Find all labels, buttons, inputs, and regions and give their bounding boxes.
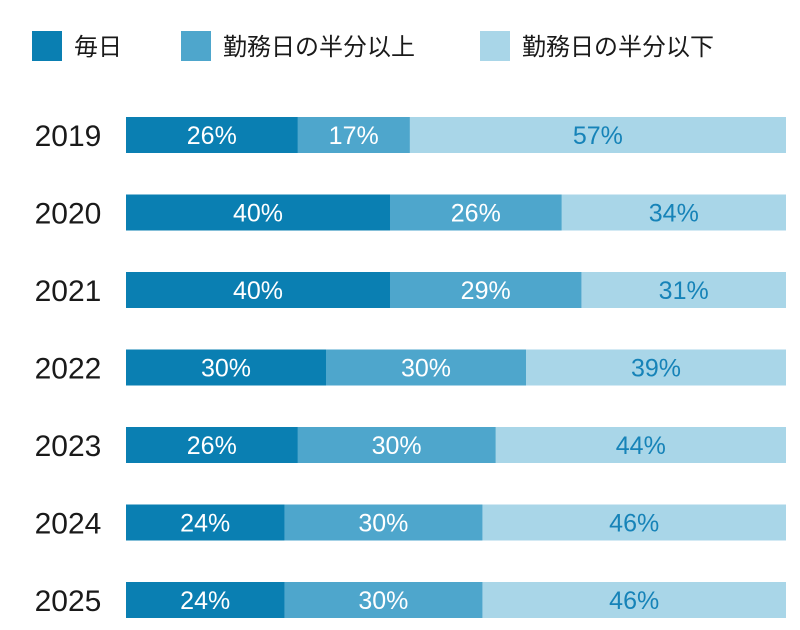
year-label: 2020 [35,198,102,231]
data-label: 30% [401,355,451,383]
bar-row-2019: 2019 26% 17% 57% [35,117,786,153]
legend: 毎日 勤務日の半分以上 勤務日の半分以下 [32,31,714,61]
data-label: 30% [201,355,251,383]
year-label: 2022 [35,353,102,386]
year-label: 2023 [35,430,102,463]
data-label: 26% [187,122,237,150]
data-label: 30% [358,510,408,538]
data-label: 29% [461,277,511,305]
bar-segment [284,582,483,618]
legend-item-1: 毎日 [32,31,122,61]
bar-segment [581,272,786,308]
bar-segment [126,272,391,308]
data-label: 57% [573,122,623,150]
bar-segment [482,504,786,541]
data-label: 44% [616,432,666,460]
bar-segment [284,504,483,541]
bar-segment [390,194,563,231]
bar-segment [526,349,786,386]
bar-row-2024: 2024 24% 30% 46% [35,504,786,541]
data-label: 17% [329,122,379,150]
bar-segment [126,117,299,153]
legend-swatch [181,31,211,61]
bar-segment [326,349,527,386]
bar-segment [297,117,411,153]
data-label: 30% [358,587,408,615]
bar-segment [561,194,786,231]
legend-swatch [32,31,62,61]
legend-item-2: 勤務日の半分以上 [181,31,415,61]
bar-segment [297,427,497,463]
bar-segment [126,194,391,231]
bar-segment [126,427,299,463]
data-label: 26% [187,432,237,460]
data-label: 30% [372,432,422,460]
year-label: 2025 [35,585,102,618]
bar-row-2025: 2025 24% 30% 46% [35,582,786,618]
year-label: 2021 [35,275,102,308]
data-label: 46% [609,510,659,538]
bar-segment [409,117,786,153]
bar-segment [126,504,285,541]
legend-label: 毎日 [74,33,122,61]
data-label: 26% [451,200,501,228]
year-label: 2024 [35,508,102,541]
legend-item-3: 勤務日の半分以下 [480,31,714,61]
data-label: 34% [649,200,699,228]
legend-swatch [480,31,510,61]
bar-segment [482,582,786,618]
bar-segment [390,272,582,308]
legend-label: 勤務日の半分以下 [522,33,714,61]
bar-segment [126,349,327,386]
year-label: 2019 [35,120,102,153]
legend-label: 勤務日の半分以上 [223,33,415,61]
bar-row-2023: 2023 26% 30% 44% [35,427,786,463]
bar-row-2022: 2022 30% 30% 39% [35,349,786,386]
bar-segment [126,582,285,618]
bar-segment [495,427,786,463]
chart-rows: 2019 26% 17% 57%2020 40% 26% 34%2021 40% 29% 31%2… [35,117,786,618]
data-label: 24% [180,510,230,538]
data-label: 46% [609,587,659,615]
data-label: 24% [180,587,230,615]
bar-row-2021: 2021 40% 29% 31% [35,272,786,308]
bar-row-2020: 2020 40% 26% 34% [35,194,786,231]
data-label: 31% [659,277,709,305]
data-label: 39% [631,355,681,383]
data-label: 40% [233,277,283,305]
data-label: 40% [233,200,283,228]
